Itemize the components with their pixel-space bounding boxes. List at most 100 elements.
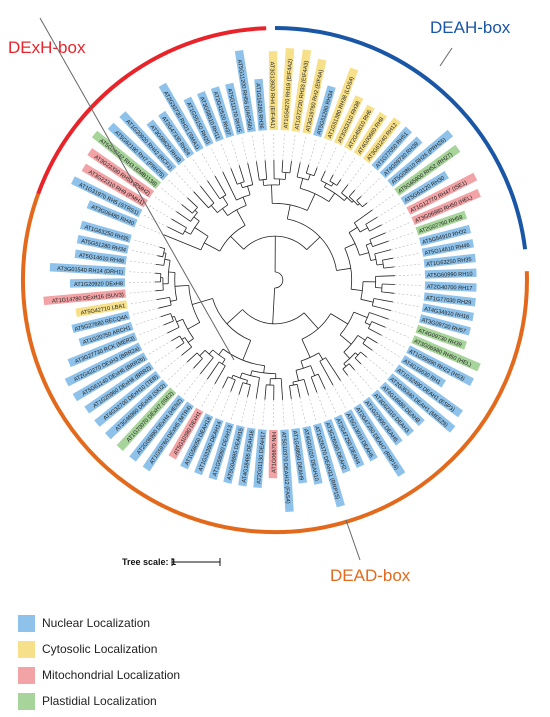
leaf-highlight (387, 129, 454, 187)
tree-branch (250, 370, 253, 376)
leaf-connector (182, 163, 201, 187)
tree-branch (187, 352, 198, 363)
tree-branch (280, 378, 283, 400)
leaf-highlight (424, 281, 477, 292)
tree-branch (371, 321, 386, 328)
tree-branch (356, 196, 362, 201)
tree-branch (343, 363, 347, 367)
tree-branch (199, 357, 214, 375)
leaf-connector (127, 290, 156, 294)
tree-branch (207, 180, 221, 200)
leaf-connector (360, 363, 382, 384)
tree-scale-label: Tree scale: 1 (122, 557, 177, 567)
tree-branch (194, 209, 198, 213)
tree-branch (247, 163, 254, 185)
leaf-highlight (424, 268, 477, 279)
tree-branch (307, 174, 311, 181)
tree-branch (364, 312, 370, 323)
legend-label: Plastidial Localization (42, 694, 157, 708)
leaf-label: AT1G16280 RH36 (254, 78, 267, 131)
tree-branch (351, 200, 354, 203)
leaf-connector (137, 324, 164, 336)
tree-branch (262, 179, 265, 186)
leaf-connector (251, 133, 257, 162)
leaf-connector (262, 132, 266, 161)
leaf-connector (282, 132, 285, 161)
tree-branch (242, 340, 252, 361)
tree-branch (341, 184, 349, 194)
leaf-highlight (180, 413, 214, 470)
leaf-label: AT1G63250 RH35 (423, 253, 476, 268)
leaf-connector (316, 141, 328, 168)
leaf-name: AT1G06670 NIH (272, 432, 278, 473)
tree-branch (193, 216, 200, 222)
leaf-connector (324, 388, 338, 415)
legend-item-plastidial: Plastidial Localization (18, 693, 278, 715)
leaf-name: AT1G16280 RH36 (254, 83, 264, 129)
tree-branch (339, 334, 352, 345)
leaf-highlight (196, 90, 224, 143)
family-label-dexh: DExH-box (8, 38, 86, 57)
tree-branch (330, 313, 349, 325)
tree-branch (369, 312, 389, 320)
tree-branch (194, 227, 209, 237)
leaf-connector (366, 356, 389, 376)
tree-branch (200, 185, 215, 204)
leaf-connector (210, 387, 223, 414)
leaf-highlight (238, 427, 256, 487)
tree-branch (170, 299, 177, 302)
leaf-name: AT5G14610 RH46 (78, 253, 124, 265)
tree-branch (184, 230, 191, 235)
tree-branch (336, 179, 342, 186)
leaf-highlight (210, 86, 235, 139)
leaf-connector (325, 145, 338, 172)
leaf-connector (360, 176, 382, 197)
leaf-name: AT3G01540 RH14 (DRH1) (57, 266, 123, 276)
tree-branch (359, 252, 369, 256)
tree-branch (301, 339, 311, 358)
leaf-highlight (116, 387, 177, 451)
leaf-name: AT5G10370 DEAH12 (FAS4) (280, 432, 291, 504)
tree-branch (300, 360, 304, 369)
leaf-highlight (333, 95, 364, 146)
leaf-highlight (280, 48, 295, 131)
tree-branch (375, 275, 395, 277)
leaf-highlight (84, 361, 154, 414)
tree-branch (163, 253, 167, 266)
leaf-connector (147, 340, 172, 356)
leaf-connector (391, 242, 419, 250)
leaf-highlight (333, 414, 365, 469)
legend-swatch (18, 615, 35, 632)
leaf-highlight (371, 126, 412, 171)
tree-branch (382, 257, 394, 261)
tree-branch (255, 377, 260, 399)
leaf-highlight (406, 345, 474, 386)
leaf-connector (388, 318, 415, 329)
leaf-highlight (421, 239, 475, 257)
family-pointer (345, 519, 361, 561)
leaf-label: AT1G77030 RH29 (423, 292, 476, 307)
leaf-highlight (394, 364, 463, 418)
leaf-highlight (81, 163, 148, 208)
tree-branch (188, 285, 201, 323)
tree-branch (208, 349, 214, 355)
tree-branch (158, 304, 172, 309)
tree-branch (156, 297, 170, 300)
leaf-label: AT5G10370 DEAH12 (FAS4) (280, 429, 294, 513)
leaf-connector (332, 150, 347, 176)
leaf-connector (174, 170, 194, 192)
leaf-highlight (129, 394, 185, 462)
family-arcs (20, 17, 529, 561)
tree-branch (343, 351, 351, 359)
leaf-connector (366, 184, 389, 204)
tree-branch (365, 216, 378, 225)
leaf-highlight (43, 289, 126, 306)
leaf-connector (291, 398, 296, 427)
leaf-connector (340, 380, 357, 405)
tree-branch (320, 170, 326, 181)
leaf-name: AT1G77030 RH29 (426, 295, 472, 306)
leaf-connector (147, 204, 172, 220)
tree-branch (214, 175, 227, 196)
leaf-highlight (343, 409, 378, 462)
tree-branch (367, 336, 378, 344)
